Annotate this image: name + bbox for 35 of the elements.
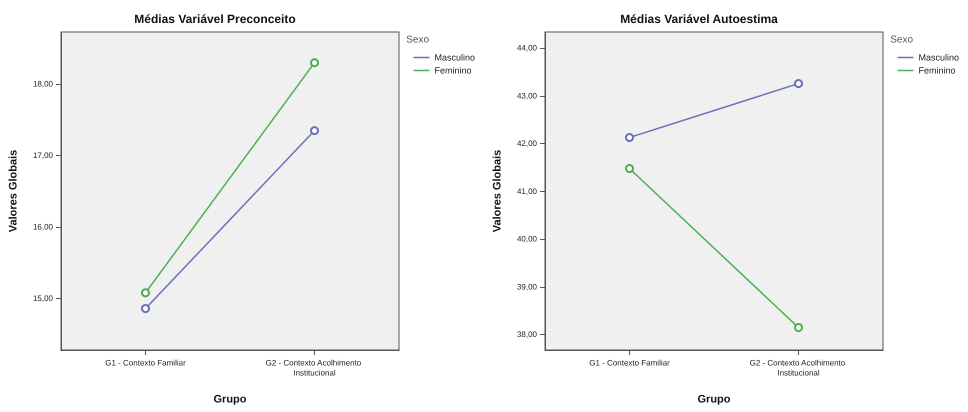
y-tick-label: 16,00 xyxy=(32,222,54,232)
y-tick-label: 40,00 xyxy=(516,234,538,244)
chart-title: Médias Variável Autoestima xyxy=(620,12,778,26)
x-tick-label: G1 - Contexto Familiar xyxy=(105,358,186,368)
legend-title: Sexo xyxy=(890,34,914,46)
y-tick-label: 38,00 xyxy=(516,330,538,340)
point xyxy=(141,288,150,298)
point xyxy=(310,58,319,68)
x-axis-title: Grupo xyxy=(214,394,247,406)
legend-label: Masculino xyxy=(434,52,476,62)
y-tick-label: 39,00 xyxy=(516,282,538,292)
y-axis-title: Valores Globais xyxy=(8,150,20,232)
chart-title: Médias Variável Preconceito xyxy=(134,12,296,26)
point xyxy=(141,304,150,314)
y-tick-label: 18,00 xyxy=(32,80,54,89)
y-tick-label: 42,00 xyxy=(516,139,538,148)
point xyxy=(794,323,803,332)
y-axis-title: Valores Globais xyxy=(492,150,504,232)
y-tick-label: 17,00 xyxy=(32,151,54,160)
y-tick-label: 15,00 xyxy=(32,294,54,304)
y-tick-label: 41,00 xyxy=(516,186,538,196)
y-tick-label: 43,00 xyxy=(516,91,538,100)
y-tick-label: 44,00 xyxy=(516,44,538,53)
legend-label: Feminino xyxy=(918,66,956,76)
legend-label: Feminino xyxy=(434,66,472,76)
x-tick-label: G1 - Contexto Familiar xyxy=(589,358,670,368)
point xyxy=(625,133,634,142)
legend-title: Sexo xyxy=(406,34,430,46)
point xyxy=(310,126,319,136)
x-axis-title: Grupo xyxy=(698,394,731,406)
point xyxy=(794,79,803,88)
point xyxy=(625,164,634,174)
legend-label: Masculino xyxy=(918,52,960,62)
x-tick-label: G2 - Contexto Acolhimento Institucional xyxy=(266,358,364,378)
x-tick-label: G2 - Contexto Acolhimento Institucional xyxy=(750,358,848,378)
